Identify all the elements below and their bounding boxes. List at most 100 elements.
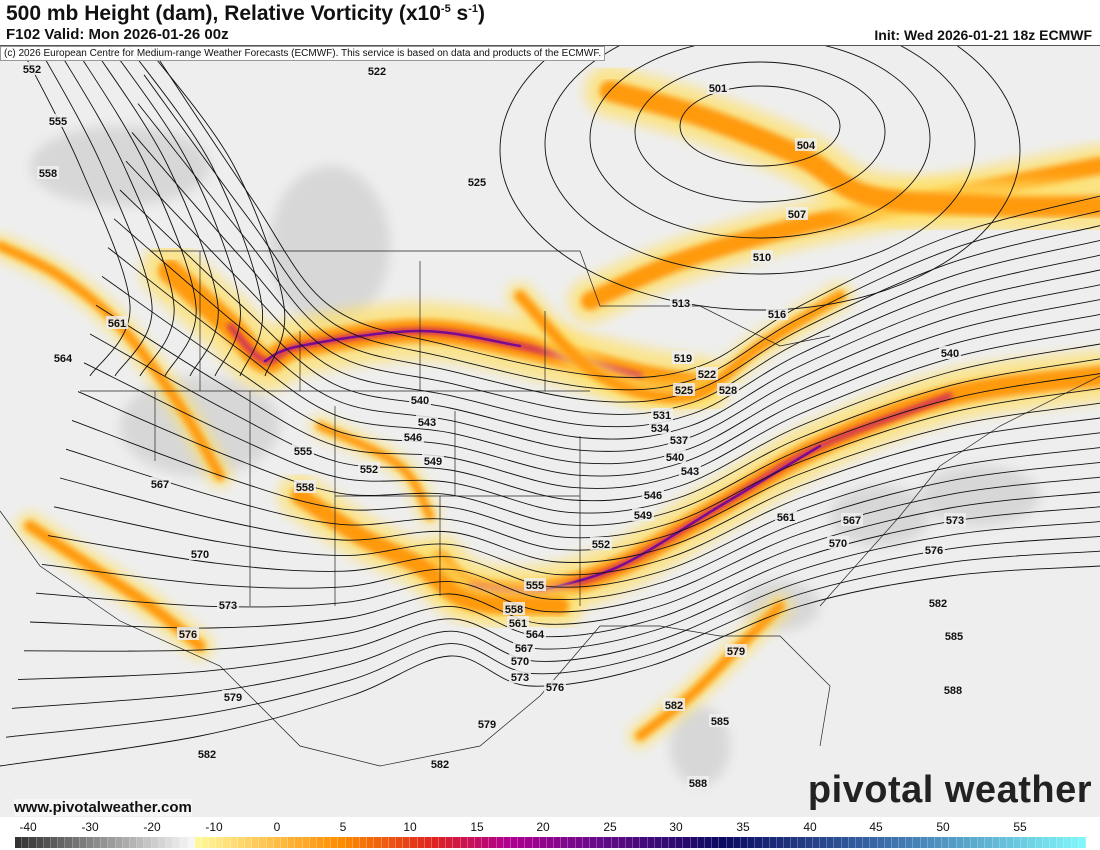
- border-line: [819, 375, 1100, 607]
- contour-label: 558: [296, 482, 314, 494]
- vorticity-band: [635, 601, 785, 741]
- contour-label: 552: [592, 539, 610, 551]
- colorbar-swatch: [86, 837, 95, 848]
- contour-label-bg: [632, 508, 654, 521]
- colorbar-tick: 15: [470, 820, 484, 834]
- contour-label-bg: [366, 64, 388, 77]
- colorbar-swatch: [697, 837, 705, 848]
- colorbar-swatch: [230, 837, 238, 848]
- contour-label: 537: [670, 435, 688, 447]
- colorbar-swatch: [388, 837, 396, 848]
- website-link[interactable]: www.pivotalweather.com: [14, 799, 192, 816]
- colorbar-swatch: [503, 837, 511, 848]
- contour-label-bg: [670, 296, 692, 309]
- colorbar-swatch: [719, 837, 727, 848]
- colorbar-tick: 50: [936, 820, 950, 834]
- contour-label: 561: [509, 618, 527, 630]
- contour-label-bg: [668, 433, 690, 446]
- contour-label: 582: [929, 598, 947, 610]
- contour-label-bg: [294, 480, 316, 493]
- colorbar: -40 -30 -20 -10 0 5 10 15 20 25 30 35 40 45 50 55: [0, 817, 1100, 850]
- colorbar-swatch: [122, 837, 130, 848]
- colorbar-swatch: [884, 837, 892, 848]
- contour-label: 546: [644, 490, 662, 502]
- contour-label-bg: [106, 316, 128, 329]
- colorbar-swatch: [748, 837, 756, 848]
- contour-label-bg: [786, 207, 808, 220]
- colorbar-swatch: [395, 837, 404, 848]
- colorbar-swatch: [201, 837, 210, 848]
- contour-label-bg: [651, 408, 673, 421]
- contour-label: 555: [526, 580, 544, 592]
- height-contour: [145, 46, 286, 377]
- contour-label-bg: [944, 513, 966, 526]
- height-contour-low: [679, 85, 841, 167]
- contour-label: 513: [672, 298, 690, 310]
- colorbar-swatch: [769, 837, 777, 848]
- contour-label: 567: [515, 643, 533, 655]
- colorbar-swatch: [863, 837, 871, 848]
- colorbar-swatch: [424, 837, 432, 848]
- height-contour: [119, 189, 1100, 440]
- height-contour-low: [589, 46, 931, 239]
- colorbar-swatch: [295, 837, 303, 848]
- colorbar-swatch: [834, 837, 842, 848]
- colorbar-swatch: [733, 837, 741, 848]
- colorbar-swatch: [302, 837, 310, 848]
- colorbar-swatch: [65, 837, 73, 848]
- colorbar-tick: -30: [81, 820, 99, 834]
- height-contour: [89, 333, 1100, 502]
- contour-label: 552: [360, 464, 378, 476]
- contour-label-bg: [222, 690, 244, 703]
- contour-label-bg: [943, 629, 965, 642]
- contour-label-bg: [513, 641, 535, 654]
- border-line: [150, 250, 831, 347]
- contour-label: 525: [675, 385, 693, 397]
- colorbar-swatch: [316, 837, 325, 848]
- contour-label-bg: [923, 543, 945, 556]
- contour-label: 573: [219, 600, 237, 612]
- colorbar-swatch: [417, 837, 425, 848]
- colorbar-swatch: [510, 837, 519, 848]
- map-canvas: 5525555585615645675705735765795825225255…: [0, 46, 1100, 818]
- contour-label: 573: [946, 515, 964, 527]
- colorbar-swatch: [165, 837, 174, 848]
- contour-label-bg: [509, 654, 531, 667]
- height-contour: [5, 550, 1100, 738]
- colorbar-swatch: [705, 837, 713, 848]
- colorbar-swatch: [776, 837, 785, 848]
- colorbar-swatch: [381, 837, 389, 848]
- colorbar-tick: -40: [19, 820, 37, 834]
- contour-label-bg: [507, 616, 529, 629]
- negative-vorticity-patch: [30, 126, 210, 206]
- colorbar-swatch: [216, 837, 224, 848]
- colorbar-swatch: [1021, 837, 1029, 848]
- colorbar-tick: 25: [603, 820, 617, 834]
- contour-label: 549: [634, 510, 652, 522]
- colorbar-swatch: [740, 837, 749, 848]
- border-line: [0, 510, 831, 767]
- colorbar-swatch: [582, 837, 590, 848]
- contour-label-bg: [673, 383, 695, 396]
- colorbar-swatch: [324, 837, 332, 848]
- contour-label-bg: [775, 510, 797, 523]
- contour-label: 567: [843, 515, 861, 527]
- contour-label: 504: [797, 140, 816, 152]
- colorbar-swatch: [266, 837, 274, 848]
- height-contour: [101, 276, 1100, 477]
- copyright-notice: (c) 2026 European Centre for Medium-rang…: [0, 46, 606, 61]
- colorbar-swatch: [367, 837, 375, 848]
- contour-label: 576: [546, 682, 564, 694]
- colorbar-swatch: [158, 837, 166, 848]
- colorbar-swatch: [209, 837, 217, 848]
- colorbar-swatch: [855, 837, 864, 848]
- colorbar-swatch: [410, 837, 418, 848]
- height-contour: [137, 103, 1100, 403]
- contour-label-bg: [524, 578, 546, 591]
- contour-label-bg: [679, 464, 701, 477]
- contour-label: 516: [768, 309, 786, 321]
- colorbar-swatch: [899, 837, 907, 848]
- contour-label-bg: [795, 138, 817, 151]
- colorbar-tick: 30: [669, 820, 683, 834]
- contour-label: 579: [727, 646, 745, 658]
